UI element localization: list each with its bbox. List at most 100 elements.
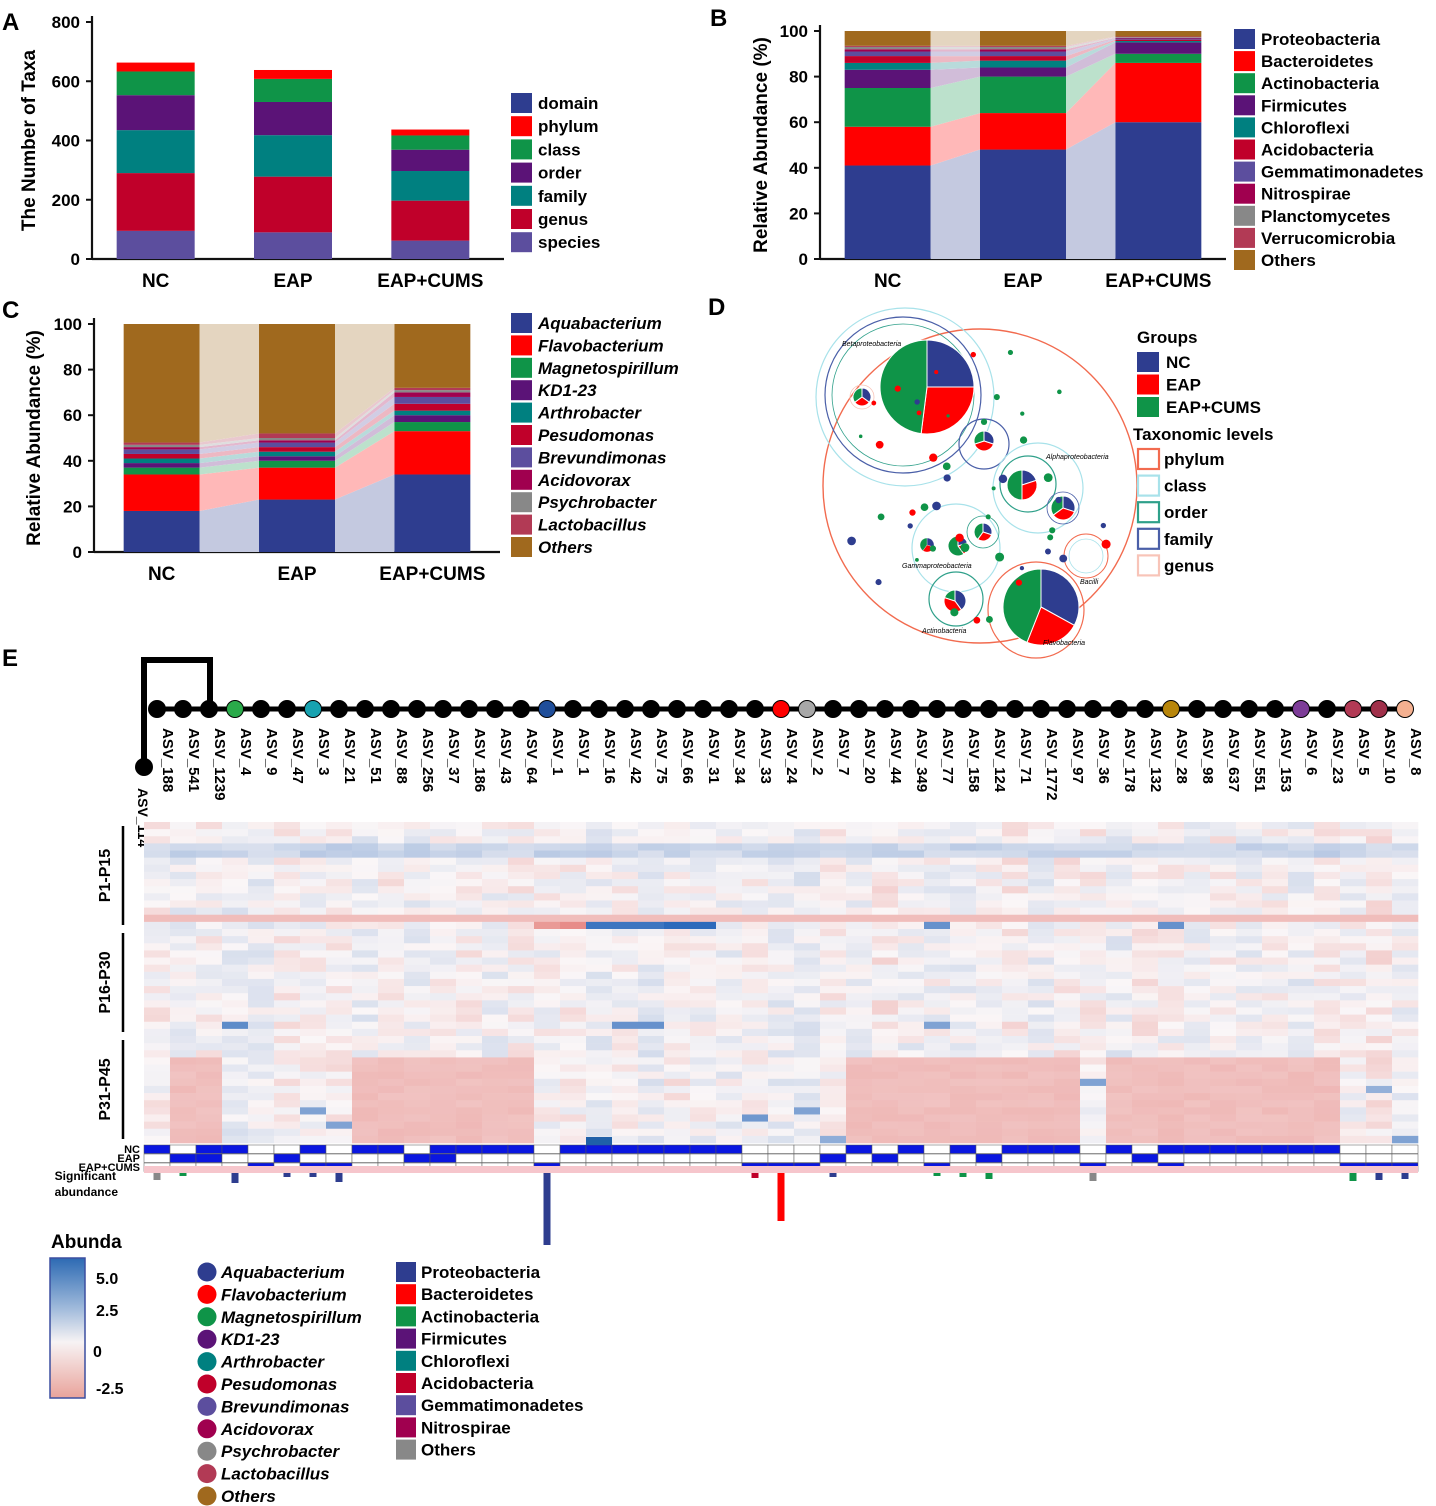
heatmap-cell [612,957,639,965]
heatmap-cell [326,1100,353,1108]
heatmap-cell [820,864,847,873]
heatmap-cell [898,857,925,866]
heatmap-cell [1106,1128,1133,1137]
annotation-cell [169,1153,197,1163]
flow-psychrobacter [199,438,259,448]
heatmap-cell [742,857,769,866]
legend-label: Others [421,1441,476,1460]
heatmap-cell [352,1050,379,1058]
heatmap-cell [612,993,639,1001]
heatmap-cell [248,993,275,1001]
heatmap-cell [1158,1050,1185,1058]
heatmap-cell [742,943,769,951]
bar-planctomycetes-eap [980,46,1066,50]
heatmap-cell [300,829,327,837]
asv-label: ASV_77 [939,728,956,784]
heatmap-cell [820,993,847,1001]
heatmap-cell [1158,1028,1185,1037]
heatmap-cell [300,843,327,851]
heatmap-cell [1132,1114,1159,1122]
heatmap-cell [1392,950,1419,958]
heatmap-cell [456,850,483,858]
flow-acidobacteria [1066,39,1116,61]
heatmap-cell [1158,857,1185,866]
heatmap-cell [924,1014,951,1023]
annotation-cell [325,1153,353,1163]
bar-bacteroidetes-eap [980,113,1066,150]
significance-cell [274,1166,300,1173]
heatmap-cell [404,857,431,866]
heatmap-cell [248,1107,275,1115]
heatmap-cell [1002,1128,1029,1137]
heatmap-cell [872,964,899,973]
heatmap-cell [508,907,535,916]
heatmap-cell [820,943,847,951]
heatmap-cell [1392,921,1419,930]
heatmap-cell [534,900,561,908]
bar-firmicutes-nc [844,69,931,88]
heatmap-cell [430,943,457,951]
heatmap-cell [1158,950,1185,958]
heatmap-cell [1158,1064,1185,1072]
heatmap-cell [534,907,561,916]
annotation-cell [273,1153,301,1163]
heatmap-cell [924,1021,951,1030]
x-tick-label: EAP+CUMS [377,271,483,292]
bar-arthrobacter-eap-cums [394,410,471,416]
heatmap-cell [586,1050,613,1058]
flow-nitrospirae [930,49,980,52]
heatmap-cell [1158,929,1185,937]
bar-genus-nc [116,173,195,231]
heatmap-cell [1184,1057,1211,1065]
heatmap-cell [196,1007,223,1015]
heatmap-cell [560,829,587,837]
heatmap-cell [872,1135,899,1144]
heatmap-cell [1132,1057,1159,1065]
heatmap-cell [794,850,821,858]
heatmap-cell [716,1135,743,1144]
tree-node-asv-66 [668,700,686,718]
small-pie [907,523,913,529]
tree-node-asv-158 [954,700,972,718]
bar-psychrobacter-nc [123,444,200,448]
annotation-cell [819,1144,847,1154]
heatmap-cell [1184,857,1211,866]
heatmap-cell [1236,1121,1263,1130]
heatmap-cell [768,836,795,844]
heatmap-cell [794,957,821,965]
annotation-cell [429,1153,457,1163]
heatmap-cell [612,1057,639,1065]
legend-swatch [511,162,532,183]
flow-acidovorax [199,440,259,450]
heatmap-cell [1288,1135,1315,1144]
small-pie [914,399,920,405]
heatmap-cell [950,993,977,1001]
heatmap-cell [170,850,197,858]
heatmap-cell [1002,893,1029,901]
heatmap-cell [326,829,353,837]
annotation-cell [897,1144,925,1154]
heatmap-cell [300,907,327,916]
heatmap-cell [1314,1057,1341,1065]
heatmap-cell [1340,850,1367,858]
heatmap-cell [1288,921,1315,930]
heatmap-cell [404,864,431,873]
heatmap-cell [898,957,925,965]
annotation-cell [559,1153,587,1163]
heatmap-cell [1340,914,1367,923]
heatmap-cell [404,1114,431,1122]
heatmap-cell [794,978,821,987]
small-pie [920,503,929,512]
bar-actinobacteria-eap-cums [1115,53,1202,63]
heatmap-cell [1340,971,1367,980]
heatmap-cell [976,836,1003,844]
pie-slice-eap-cums [919,537,928,551]
heatmap-cell [1314,1050,1341,1058]
heatmap-cell [742,929,769,937]
heatmap-cell [222,829,249,837]
circle-label: Betaproteobacteria [842,341,901,348]
heatmap-cell [768,1114,795,1122]
heatmap-cell [482,829,509,837]
heatmap-cell [1132,900,1159,908]
heatmap-cell [1080,1093,1107,1101]
